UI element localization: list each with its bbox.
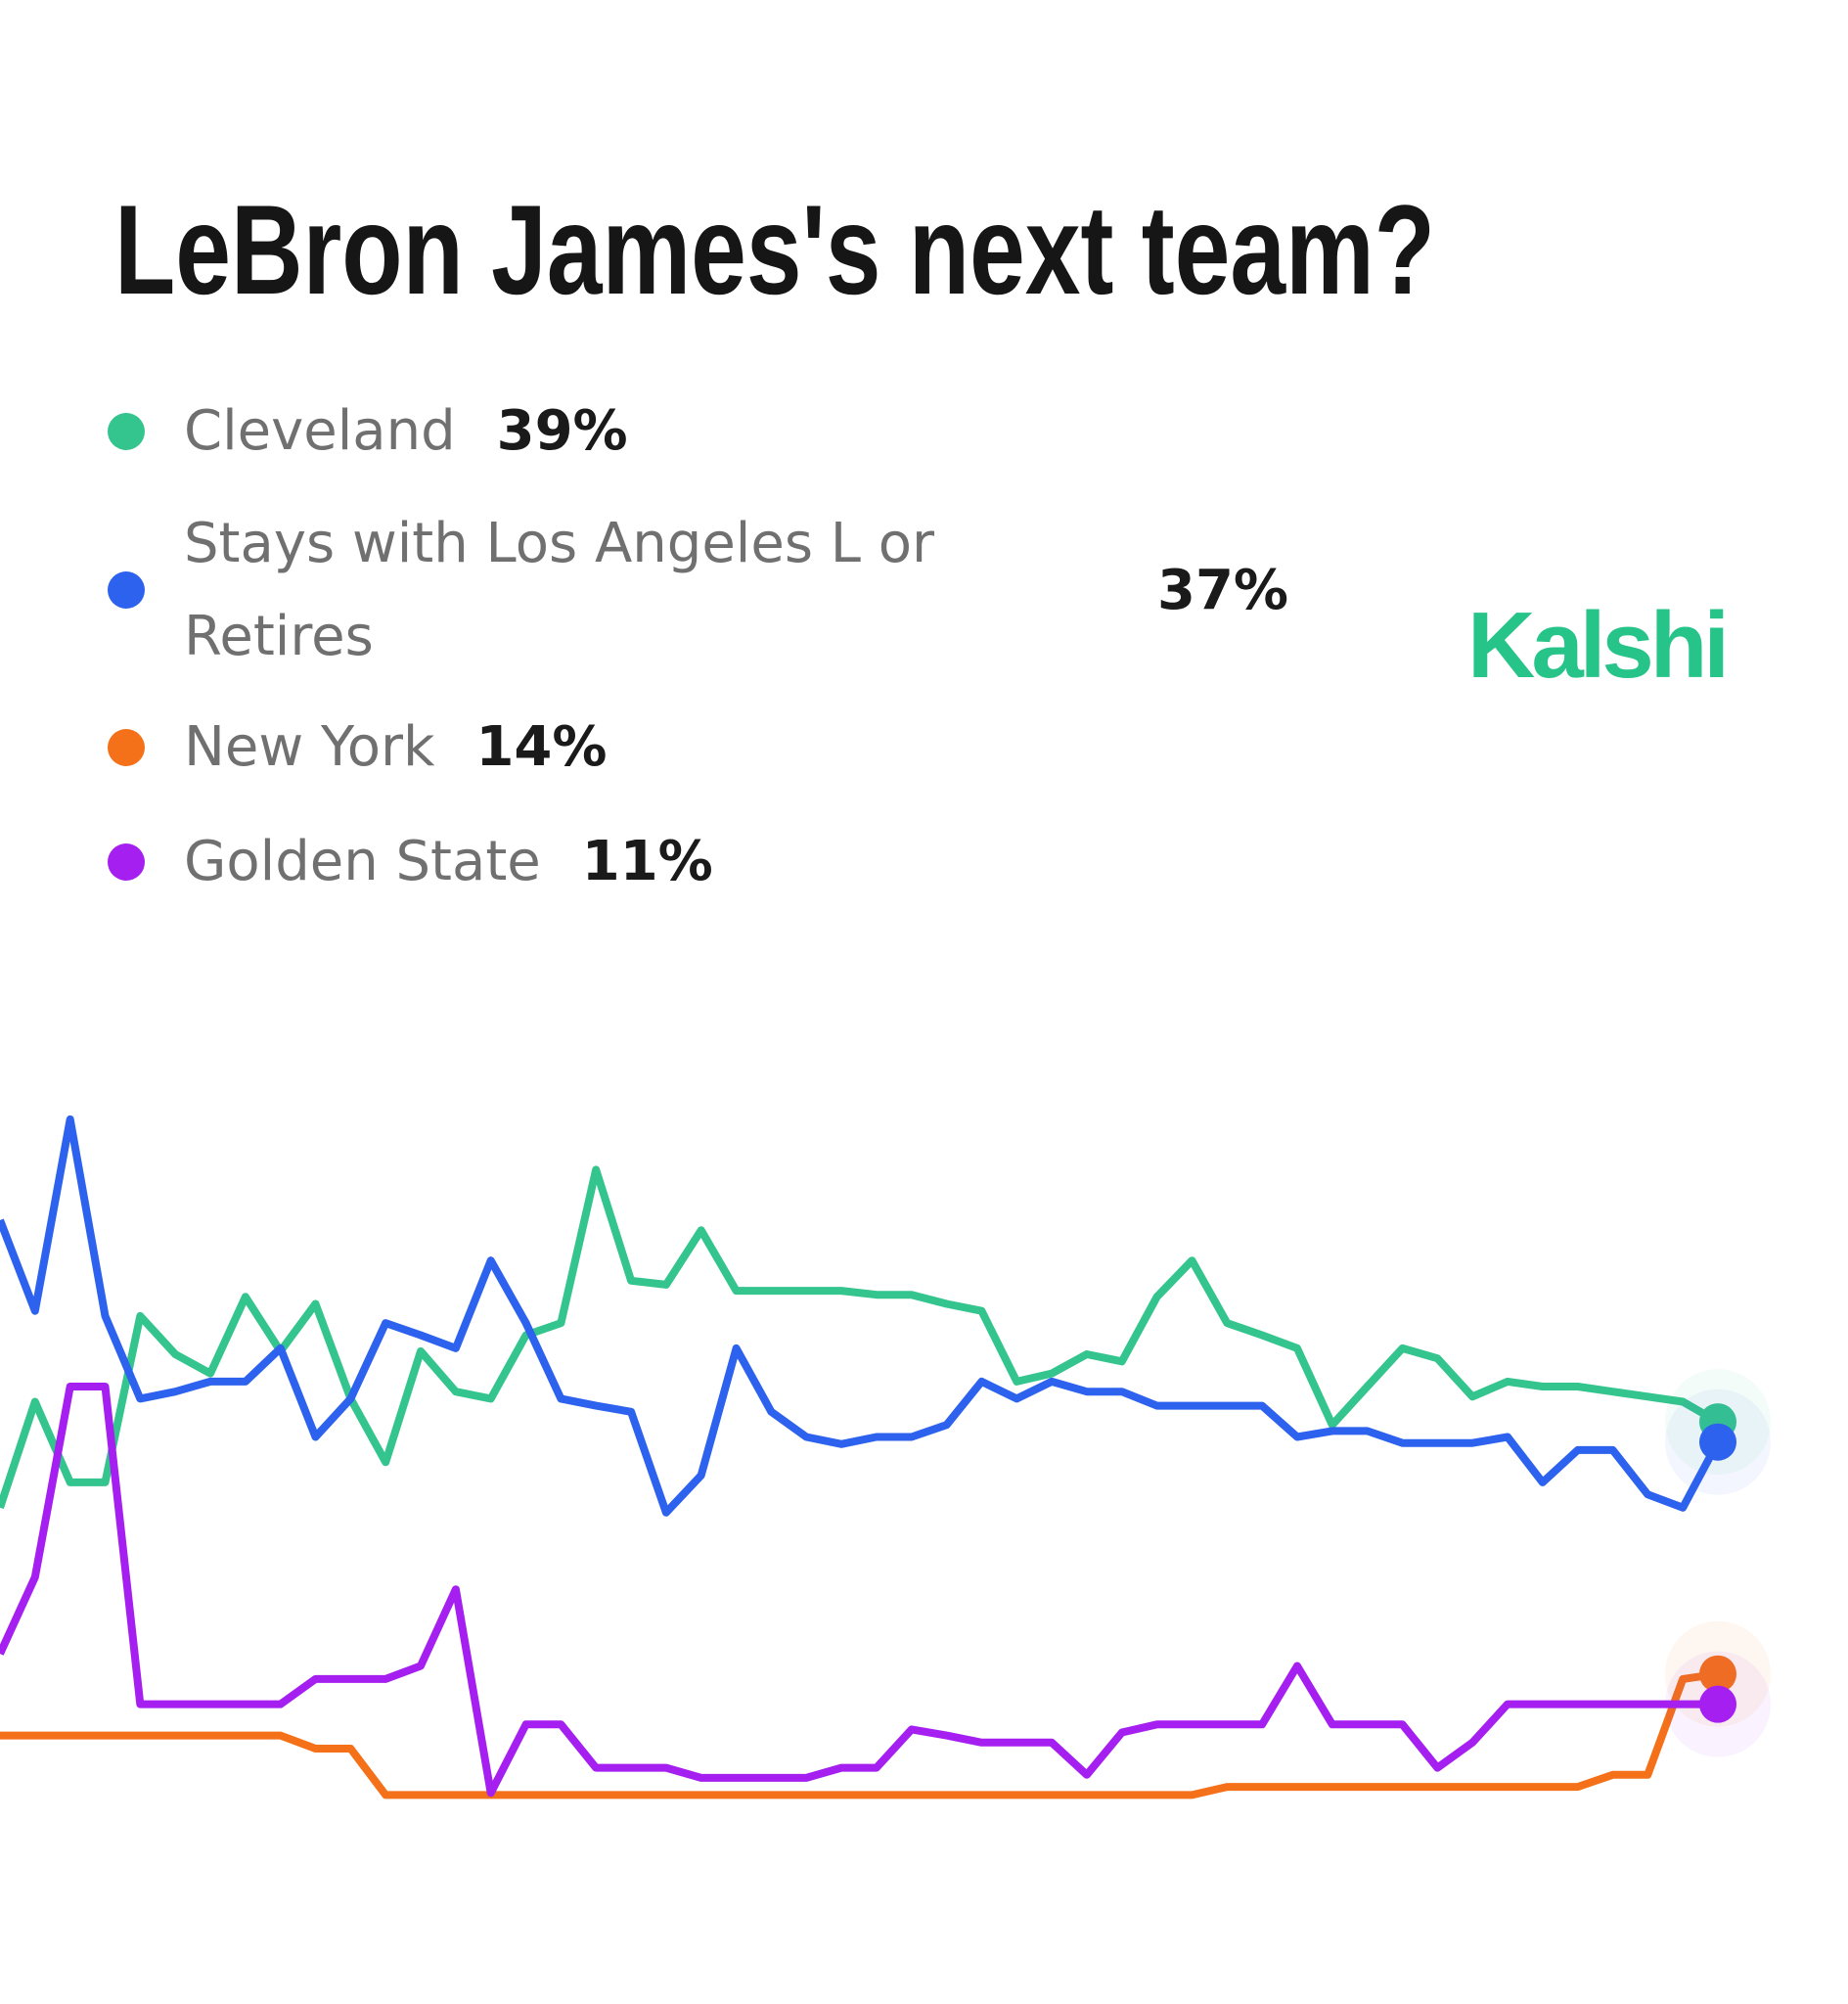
legend-dot <box>108 843 145 881</box>
series-line <box>0 1115 1722 1517</box>
legend-label: Golden State <box>184 830 541 893</box>
legend-dot <box>108 728 145 766</box>
series-line <box>0 1383 1718 1798</box>
chart-title: LeBron James's next team? <box>114 178 1435 321</box>
legend-value: 11% <box>581 830 713 893</box>
legend-value: 39% <box>496 399 628 463</box>
legend-label: Stays with Los Angeles L or Retires <box>184 512 935 668</box>
legend-item: Golden State 11% <box>108 815 713 908</box>
end-dot <box>1699 1655 1736 1693</box>
legend-dot <box>108 412 145 450</box>
series-line <box>0 1165 1720 1509</box>
legend-item: New York 14% <box>108 701 607 794</box>
legend-label: Cleveland <box>184 399 456 463</box>
legend-item: Cleveland 39% <box>108 385 628 478</box>
legend-dot <box>108 571 145 609</box>
legend-label: New York <box>184 715 435 779</box>
legend-value: 14% <box>475 715 608 779</box>
series-line <box>0 1669 1719 1799</box>
end-dot <box>1699 1685 1736 1723</box>
legend-value: 37% <box>1157 558 1289 622</box>
end-dot <box>1699 1423 1736 1461</box>
legend-item: Stays with Los Angeles L or Retires 37% <box>108 497 1288 683</box>
brand-logo: Kalshi <box>1467 593 1726 698</box>
